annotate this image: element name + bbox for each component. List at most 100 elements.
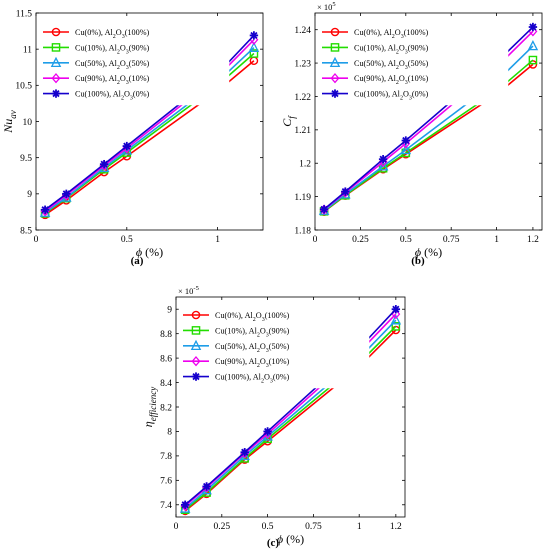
- y-tick-label: 7.8: [160, 452, 172, 462]
- y-tick-label: 10: [23, 118, 33, 128]
- x-tick-label: 1: [357, 522, 362, 532]
- legend-entry: Cu(50%), Al2O3(50%): [322, 56, 429, 71]
- legend-label: Cu(0%), Al2O3(100%): [215, 311, 290, 323]
- x-tick-label: 0: [34, 235, 39, 245]
- x-tick-label: 1: [494, 235, 499, 245]
- legend-marker: [330, 73, 340, 84]
- chart-b: 0 0.25 0.5 0.75 1 1.2 1.18 1.19 1.2 1.21 1.22 1.23 1…: [280, 1, 543, 267]
- legend-label: Cu(90%), Al2O3(10%): [75, 74, 150, 86]
- legend-label: Cu(10%), Al2O3(90%): [75, 43, 150, 55]
- data-point: [341, 187, 350, 196]
- legend-entry: Cu(100%), Al2O3(0%): [43, 89, 150, 102]
- legend-label: Cu(10%), Al2O3(90%): [215, 326, 290, 338]
- data-point: [99, 159, 109, 169]
- legend: Cu(0%), Al2O3(100%) Cu(10%), Al2O3(90%) Cu…: [178, 304, 370, 389]
- legend-marker: [191, 356, 201, 367]
- y-tick-label: 8.5: [20, 226, 32, 236]
- data-point: [249, 31, 259, 40]
- y-tick-label: 1.19: [294, 193, 311, 203]
- scale-multiplier: × 105: [317, 1, 336, 12]
- legend-marker: [329, 56, 341, 68]
- data-point: [180, 500, 190, 509]
- legend-entry: Cu(50%), Al2O3(50%): [183, 339, 290, 354]
- data-point: [122, 141, 131, 151]
- y-tick-label: 1.2: [299, 160, 311, 170]
- legend-marker: [330, 43, 340, 52]
- legend-label: Cu(10%), Al2O3(90%): [354, 43, 429, 55]
- chart-a: 0 0.5 1 8.5 9 9.5 10 10.5 11 11.5 ϕ (%) Nuav Cu(0%),…: [1, 9, 264, 267]
- x-tick-label: 1: [215, 235, 220, 245]
- legend-marker: [191, 372, 201, 381]
- y-tick-label: 11: [23, 45, 32, 55]
- data-point: [378, 155, 388, 164]
- data-point: [319, 205, 329, 214]
- legend-box: [38, 21, 230, 106]
- legend-entry: Cu(10%), Al2O3(90%): [43, 43, 150, 55]
- legend-label: Cu(0%), Al2O3(100%): [75, 28, 150, 40]
- data-point: [377, 160, 389, 171]
- legend-label: Cu(100%), Al2O3(0%): [354, 90, 429, 102]
- x-tick-label: 0.75: [443, 235, 460, 245]
- legend-marker: [191, 326, 201, 335]
- legend-label: Cu(90%), Al2O3(10%): [215, 357, 290, 369]
- chart-c: 0 0.25 0.5 0.75 1 1.2 7.4 7.6 7.8 8 8.2 8.4 8.6 8.8 9 ϕ…: [141, 285, 406, 549]
- legend: Cu(0%), Al2O3(100%) Cu(10%), Al2O3(90%) Cu…: [317, 21, 509, 106]
- data-point: [391, 322, 401, 331]
- legend: Cu(0%), Al2O3(100%) Cu(10%), Al2O3(90%) Cu…: [38, 21, 230, 106]
- legend-label: Cu(50%), Al2O3(50%): [215, 342, 290, 354]
- y-tick-label: 7.4: [160, 501, 172, 511]
- x-tick-label: 0.75: [305, 522, 322, 532]
- legend-label: Cu(100%), Al2O3(0%): [75, 90, 150, 102]
- x-axis-label: ϕ (%): [136, 245, 163, 259]
- x-tick-label: 0: [174, 522, 179, 532]
- y-axis-label: ηefficiency: [141, 387, 158, 427]
- data-point: [248, 41, 260, 52]
- y-tick-label: 9.5: [20, 154, 32, 164]
- legend-entry: Cu(90%), Al2O3(10%): [43, 73, 150, 86]
- data-point: [263, 428, 273, 440]
- x-tick-label: 0.5: [400, 235, 412, 245]
- legend-label: Cu(100%), Al2O3(0%): [215, 373, 290, 385]
- legend-label: Cu(50%), Al2O3(50%): [75, 59, 150, 71]
- y-tick-label: 9: [167, 306, 172, 316]
- y-tick-label: 1.23: [294, 59, 311, 69]
- data-point: [527, 40, 539, 51]
- legend-marker: [51, 43, 61, 52]
- y-tick-label: 1.18: [294, 226, 311, 236]
- legend-marker: [330, 27, 340, 37]
- legend-marker: [50, 56, 62, 68]
- legend-entry: Cu(100%), Al2O3(0%): [322, 89, 429, 102]
- y-tick-label: 1.24: [294, 26, 311, 36]
- data-point: [240, 448, 249, 457]
- x-tick-label: 0: [313, 235, 318, 245]
- plot-area-frame: [314, 12, 543, 231]
- y-axis-label: Nuav: [1, 110, 18, 134]
- y-tick-label: 8.4: [160, 379, 172, 389]
- data-point: [40, 205, 50, 214]
- y-tick-label: 8.6: [160, 354, 172, 364]
- legend-entry: Cu(0%), Al2O3(100%): [322, 27, 429, 40]
- y-tick-label: 9: [27, 190, 32, 200]
- legend-box: [178, 304, 370, 389]
- data-point: [202, 482, 211, 491]
- data-point: [528, 55, 538, 65]
- figure-caption: (a): [131, 255, 144, 267]
- legend-entry: Cu(10%), Al2O3(90%): [183, 326, 290, 338]
- data-point: [390, 314, 402, 325]
- legend-entry: Cu(50%), Al2O3(50%): [43, 56, 150, 71]
- figure-caption: (c): [267, 537, 280, 549]
- figure-caption: (b): [411, 255, 425, 267]
- legend-entry: Cu(100%), Al2O3(0%): [183, 372, 290, 385]
- x-axis-label: ϕ (%): [277, 532, 304, 546]
- data-point: [249, 49, 259, 58]
- legend-label: Cu(90%), Al2O3(10%): [354, 74, 429, 86]
- y-tick-label: 1.21: [294, 126, 311, 136]
- x-tick-label: 1.2: [527, 235, 539, 245]
- legend-label: Cu(50%), Al2O3(50%): [354, 59, 429, 71]
- legend-entry: Cu(90%), Al2O3(10%): [183, 356, 290, 369]
- legend-marker: [51, 27, 61, 37]
- y-tick-label: 8.8: [160, 330, 172, 340]
- x-tick-label: 0.25: [213, 522, 230, 532]
- legend-entry: Cu(10%), Al2O3(90%): [322, 43, 429, 55]
- scale-multiplier: × 10-5: [178, 285, 199, 296]
